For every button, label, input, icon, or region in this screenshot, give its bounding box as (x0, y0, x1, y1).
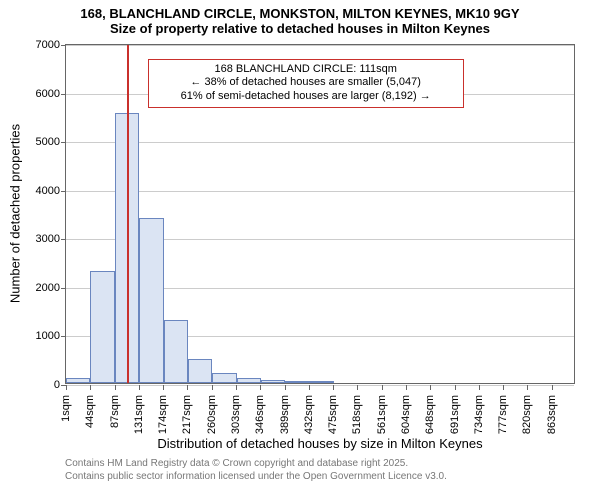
x-tick-label: 518sqm (351, 389, 363, 434)
histogram-bar (309, 381, 333, 383)
annotation-line2: ← 38% of detached houses are smaller (5,… (155, 76, 457, 90)
x-tick-mark (187, 385, 188, 390)
x-tick-mark (236, 385, 237, 390)
histogram-bar (237, 378, 261, 383)
x-tick-mark (260, 385, 261, 390)
x-tick-mark (66, 385, 67, 390)
y-tick-mark (61, 142, 66, 143)
chart-footer: Contains HM Land Registry data © Crown c… (65, 458, 447, 483)
y-axis-label: Number of detached properties (8, 44, 23, 384)
x-tick-mark (139, 385, 140, 390)
annotation-line3: 61% of semi-detached houses are larger (… (155, 90, 457, 104)
histogram-bar (212, 373, 236, 383)
x-tick-mark (115, 385, 116, 390)
x-tick-label: 346sqm (254, 389, 266, 434)
annotation-box: 168 BLANCHLAND CIRCLE: 111sqm← 38% of de… (148, 59, 464, 108)
x-tick-label: 691sqm (449, 389, 461, 434)
histogram-bar (66, 378, 90, 383)
histogram-bar (285, 381, 309, 383)
x-tick-mark (285, 385, 286, 390)
x-tick-mark (527, 385, 528, 390)
chart-title-line1: 168, BLANCHLAND CIRCLE, MONKSTON, MILTON… (0, 0, 600, 21)
histogram-bar (188, 359, 212, 383)
y-tick-mark (61, 239, 66, 240)
x-tick-label: 734sqm (473, 389, 485, 434)
x-axis-label: Distribution of detached houses by size … (65, 436, 575, 451)
x-tick-mark (430, 385, 431, 390)
histogram-bar (139, 218, 163, 383)
x-tick-label: 432sqm (303, 389, 315, 434)
x-tick-mark (333, 385, 334, 390)
x-tick-label: 863sqm (546, 389, 558, 434)
x-tick-mark (406, 385, 407, 390)
footer-line2: Contains public sector information licen… (65, 471, 447, 484)
x-tick-label: 174sqm (157, 389, 169, 434)
x-tick-mark (552, 385, 553, 390)
y-tick-mark (61, 191, 66, 192)
x-tick-label: 87sqm (109, 389, 121, 428)
x-tick-mark (357, 385, 358, 390)
x-tick-label: 648sqm (424, 389, 436, 434)
x-tick-label: 561sqm (376, 389, 388, 434)
x-tick-label: 820sqm (521, 389, 533, 434)
plot-area: 010002000300040005000600070001sqm44sqm87… (65, 44, 575, 384)
grid-line (66, 385, 574, 386)
histogram-bar (164, 320, 188, 383)
annotation-line1: 168 BLANCHLAND CIRCLE: 111sqm (155, 63, 457, 77)
footer-line1: Contains HM Land Registry data © Crown c… (65, 458, 447, 471)
x-tick-label: 1sqm (60, 389, 72, 422)
x-tick-mark (212, 385, 213, 390)
grid-line (66, 191, 574, 192)
x-tick-label: 260sqm (206, 389, 218, 434)
grid-line (66, 45, 574, 46)
x-tick-mark (163, 385, 164, 390)
x-tick-label: 131sqm (133, 389, 145, 434)
histogram-bar (90, 271, 114, 383)
grid-line (66, 142, 574, 143)
x-tick-label: 44sqm (84, 389, 96, 428)
x-tick-label: 777sqm (497, 389, 509, 434)
x-tick-mark (479, 385, 480, 390)
x-tick-label: 303sqm (230, 389, 242, 434)
x-tick-mark (455, 385, 456, 390)
x-tick-mark (309, 385, 310, 390)
x-tick-label: 604sqm (400, 389, 412, 434)
histogram-bar (261, 380, 285, 383)
x-tick-mark (382, 385, 383, 390)
x-tick-mark (503, 385, 504, 390)
y-tick-mark (61, 336, 66, 337)
chart-title-line2: Size of property relative to detached ho… (0, 21, 600, 38)
x-tick-label: 217sqm (181, 389, 193, 434)
y-tick-mark (61, 288, 66, 289)
x-tick-label: 389sqm (279, 389, 291, 434)
x-tick-mark (90, 385, 91, 390)
y-tick-mark (61, 45, 66, 46)
y-tick-mark (61, 94, 66, 95)
x-tick-label: 475sqm (327, 389, 339, 434)
property-marker-line (127, 45, 129, 383)
chart-container: 168, BLANCHLAND CIRCLE, MONKSTON, MILTON… (0, 0, 600, 500)
